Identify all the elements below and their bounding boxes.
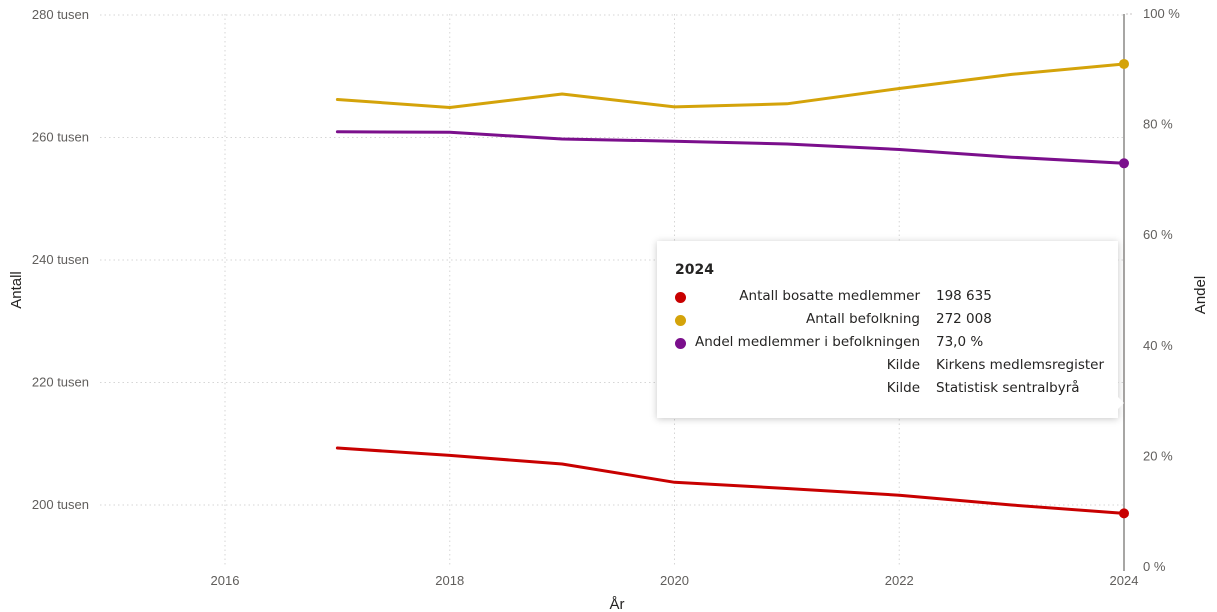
tooltip-title: 2024	[675, 262, 714, 278]
tooltip-label: Kilde	[886, 357, 920, 373]
x-tick-label: 2016	[211, 573, 240, 588]
axes: 200 tusen 220 tusen 240 tusen 260 tusen 280 …	[32, 6, 1180, 588]
tooltip-label: Andel medlemmer i befolkningen	[694, 334, 920, 350]
series-color-dot	[675, 292, 686, 303]
tooltip-row-population: Antall befolkning 272 008	[657, 311, 1118, 333]
y2-tick-label: 40 %	[1143, 338, 1173, 353]
x-tick-label: 2022	[885, 573, 914, 588]
x-tick-label: 2024	[1110, 573, 1139, 588]
series-color-dot	[675, 315, 686, 326]
y-tick-label: 260 tusen	[32, 130, 89, 145]
y-tick-label: 240 tusen	[32, 252, 89, 267]
series-line	[335, 446, 1126, 515]
y-axis-title: Antall	[8, 271, 25, 309]
x-tick-label: 2018	[435, 573, 464, 588]
tooltip-label: Antall befolkning	[805, 311, 920, 327]
series-line	[335, 62, 1126, 109]
tooltip-row-members: Antall bosatte medlemmer 198 635	[657, 288, 1118, 310]
x-tick-label: 2020	[660, 573, 689, 588]
tooltip-value: 73,0 %	[936, 334, 984, 350]
tooltip-row-source-2: Kilde Statistisk sentralbyrå	[657, 380, 1118, 402]
tooltip-value: Statistisk sentralbyrå	[936, 380, 1080, 396]
tooltip-value: 272 008	[936, 311, 992, 327]
y-tick-label: 280 tusen	[32, 7, 89, 22]
series-point[interactable]	[1119, 508, 1129, 519]
y-tick-label: 220 tusen	[32, 375, 89, 390]
tooltip-pointer	[1118, 397, 1124, 409]
series-point[interactable]	[1119, 158, 1129, 169]
y2-tick-label: 60 %	[1143, 227, 1173, 242]
y2-tick-label: 100 %	[1143, 6, 1180, 21]
y2-axis-title: Andel	[1192, 276, 1209, 314]
series-color-dot	[675, 338, 686, 349]
y2-tick-label: 80 %	[1143, 117, 1173, 132]
tooltip-row-share: Andel medlemmer i befolkningen 73,0 %	[657, 334, 1118, 356]
tooltip: 2024 Antall bosatte medlemmer 198 635 An…	[657, 241, 1124, 418]
x-axis-title: År	[610, 596, 625, 612]
series-line	[335, 130, 1126, 165]
tooltip-label: Kilde	[886, 380, 920, 396]
y-tick-label: 200 tusen	[32, 497, 89, 512]
gridlines	[100, 13, 1134, 567]
series-lines	[335, 58, 1129, 519]
series-point[interactable]	[1119, 58, 1129, 69]
tooltip-value: Kirkens medlemsregister	[936, 357, 1105, 373]
tooltip-row-source-1: Kilde Kirkens medlemsregister	[657, 357, 1118, 379]
tooltip-label: Antall bosatte medlemmer	[739, 288, 920, 304]
tooltip-value: 198 635	[936, 288, 992, 304]
y2-tick-label: 20 %	[1143, 448, 1173, 463]
y2-tick-label: 0 %	[1143, 559, 1166, 574]
